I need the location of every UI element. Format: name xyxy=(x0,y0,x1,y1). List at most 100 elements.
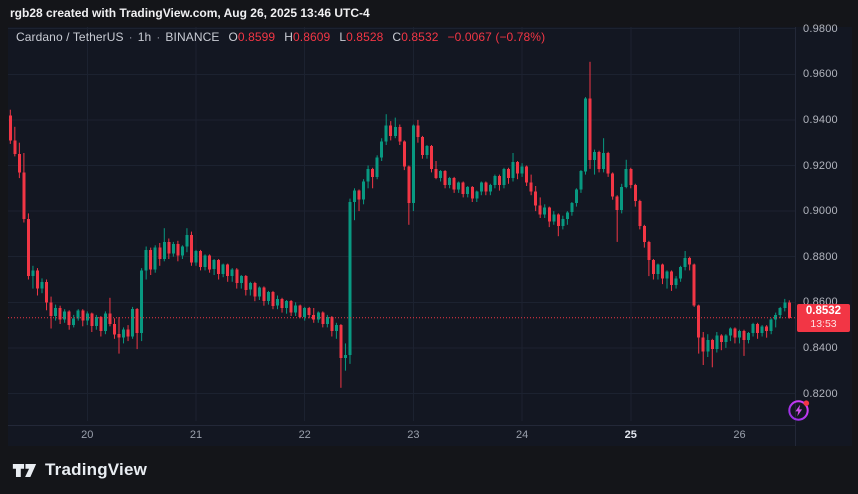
candle-body xyxy=(574,189,578,204)
ohlc-open: O0.8599 xyxy=(228,30,275,44)
candle-body xyxy=(398,126,402,142)
candle-body xyxy=(366,168,370,182)
candle-body xyxy=(715,335,719,350)
candle-body xyxy=(203,255,207,267)
candle-body xyxy=(113,324,116,335)
candle-body xyxy=(63,311,67,320)
close-value: 0.8532 xyxy=(401,30,439,44)
candle-body xyxy=(407,166,411,204)
candle-body xyxy=(706,339,710,352)
candle-body xyxy=(185,235,189,247)
price-axis[interactable]: 0.8532 13:53 0.9800 0.9600 0.9400 0.9200 0.9… xyxy=(795,23,852,446)
candle-body xyxy=(615,196,619,210)
candle-body xyxy=(570,203,574,213)
candle-body xyxy=(307,308,311,315)
candle-body xyxy=(122,329,125,338)
candle-body xyxy=(226,264,230,277)
candle-body xyxy=(108,313,112,324)
candle-body xyxy=(257,287,261,297)
candle-body xyxy=(90,313,94,327)
legend-separator: · xyxy=(156,30,161,44)
price-tick-label: 0.8200 xyxy=(803,387,838,400)
candle-body xyxy=(94,317,98,327)
candle-body xyxy=(13,140,17,155)
candle-body xyxy=(511,162,515,179)
candle-body xyxy=(294,305,298,313)
candle-body xyxy=(629,168,633,185)
candle-body xyxy=(692,264,696,306)
candle-body xyxy=(384,125,388,142)
chart-pane: Cardano / TetherUS · 1h · BINANCE O0.8599 H0.8… xyxy=(8,23,852,446)
time-axis[interactable]: 20 21 22 23 24 25 26 xyxy=(8,425,795,446)
candle-body xyxy=(40,281,44,289)
candle-body xyxy=(434,168,438,178)
tradingview-logo[interactable]: TradingView xyxy=(12,460,147,480)
candle-body xyxy=(588,98,592,160)
candle-body xyxy=(425,146,429,156)
candle-body xyxy=(710,339,714,349)
candle-body xyxy=(742,330,746,340)
candle-body xyxy=(624,168,628,188)
candle-body xyxy=(167,241,171,254)
candle-body xyxy=(507,168,510,178)
change-value: −0.0067 (−0.78%) xyxy=(447,30,546,44)
candle-body xyxy=(497,175,501,185)
candle-body xyxy=(58,308,62,320)
candle-body xyxy=(85,313,89,321)
bottom-bar: TradingView xyxy=(0,446,858,494)
candle-body xyxy=(262,287,266,302)
candle-body xyxy=(765,326,769,331)
candle-body xyxy=(602,153,606,169)
candle-body xyxy=(298,305,302,318)
candle-body xyxy=(778,308,782,315)
candle-body xyxy=(194,251,198,263)
candle-body xyxy=(520,166,524,174)
symbol-name[interactable]: Cardano / TetherUS xyxy=(16,30,124,44)
candle-body xyxy=(411,125,415,204)
candle-body xyxy=(117,334,121,338)
boost-button[interactable] xyxy=(786,397,812,423)
candle-body xyxy=(244,276,248,290)
price-tick-label: 0.8400 xyxy=(803,341,838,354)
time-tick-label: 24 xyxy=(515,429,529,441)
chart-plot-svg[interactable] xyxy=(8,27,795,425)
candle-body xyxy=(452,178,456,190)
chart-plot[interactable] xyxy=(8,27,795,425)
time-tick-label: 25 xyxy=(624,429,637,441)
candle-body xyxy=(461,182,465,194)
price-tick-label: 0.9800 xyxy=(803,22,838,35)
candle-body xyxy=(502,168,506,185)
candle-body xyxy=(688,257,692,265)
open-value: 0.8599 xyxy=(237,30,276,44)
time-tick-label: 22 xyxy=(298,429,311,441)
candle-body xyxy=(488,184,492,192)
candle-body xyxy=(81,310,85,321)
candle-body xyxy=(131,309,135,337)
candle-body xyxy=(728,328,732,336)
candle-body xyxy=(99,317,103,331)
tradingview-logo-text: TradingView xyxy=(45,460,148,479)
candle-body xyxy=(783,302,787,308)
candle-body xyxy=(285,301,289,308)
price-tick-label: 0.8800 xyxy=(803,250,838,263)
candle-body xyxy=(733,328,737,338)
candle-body xyxy=(67,311,71,326)
candle-body xyxy=(375,157,379,177)
price-tick-label: 0.9200 xyxy=(803,159,838,172)
candle-body xyxy=(36,270,39,289)
candle-body xyxy=(769,319,773,331)
price-tick-label: 0.9400 xyxy=(803,113,838,126)
candle-body xyxy=(661,264,664,279)
candle-body xyxy=(543,207,547,215)
candle-body xyxy=(443,171,447,185)
interval-label: 1h xyxy=(137,30,152,44)
last-price-value: 0.8532 xyxy=(805,305,842,318)
candle-body xyxy=(54,308,58,316)
candle-body xyxy=(724,335,728,343)
candle-body xyxy=(448,178,452,185)
candle-body xyxy=(638,200,642,226)
candle-body xyxy=(393,126,397,136)
candle-body xyxy=(140,270,144,334)
candle-body xyxy=(479,182,483,192)
high-value: 0.8609 xyxy=(293,30,331,44)
